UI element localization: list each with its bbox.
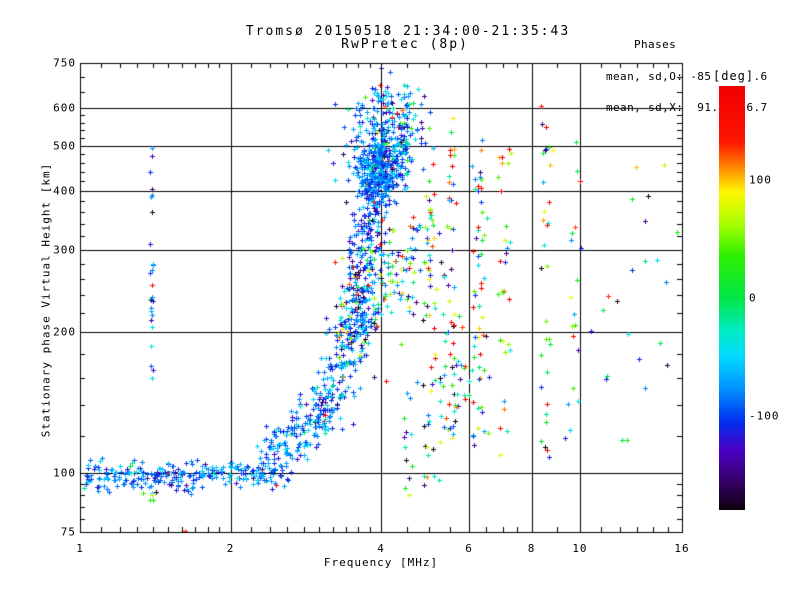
- phase-stats-x-mode: mean, sd,X: 91.4, 26.7: [606, 101, 768, 114]
- x-axis-label: Frequency [MHz]: [323, 556, 439, 569]
- x-tick-label: 6: [465, 542, 473, 555]
- x-tick-label: 1: [76, 542, 84, 555]
- y-tick-label: 75: [60, 525, 76, 539]
- y-tick-label: 200: [53, 325, 76, 339]
- colorbar-tick-label: -100: [749, 409, 780, 423]
- colorbar-tick-label: 0: [749, 291, 757, 305]
- x-tick-label: 10: [572, 542, 588, 555]
- y-tick-label: 500: [53, 139, 76, 153]
- x-tick-label: 16: [674, 542, 690, 555]
- x-tick-label: 2: [226, 542, 235, 555]
- phase-stats-header: Phases: [634, 38, 677, 51]
- y-tick-label: 400: [53, 184, 76, 198]
- colorbar: [719, 86, 745, 510]
- y-tick-label: 750: [53, 56, 76, 70]
- colorbar-tick-label: 100: [749, 173, 772, 187]
- x-tick-label: 4: [377, 542, 385, 555]
- plot-subtitle: RwPretec (8p): [341, 37, 469, 52]
- plot-title: Tromsø 20150518 21:34:00-21:35:43: [245, 24, 571, 39]
- y-tick-label: 600: [53, 101, 76, 115]
- y-tick-label: 100: [53, 466, 76, 480]
- y-tick-label: 300: [53, 243, 76, 257]
- x-tick-label: 8: [527, 542, 536, 555]
- colorbar-label: [deg]: [712, 69, 756, 83]
- y-axis-label: Stationary phase Virtual Height [km]: [39, 162, 53, 438]
